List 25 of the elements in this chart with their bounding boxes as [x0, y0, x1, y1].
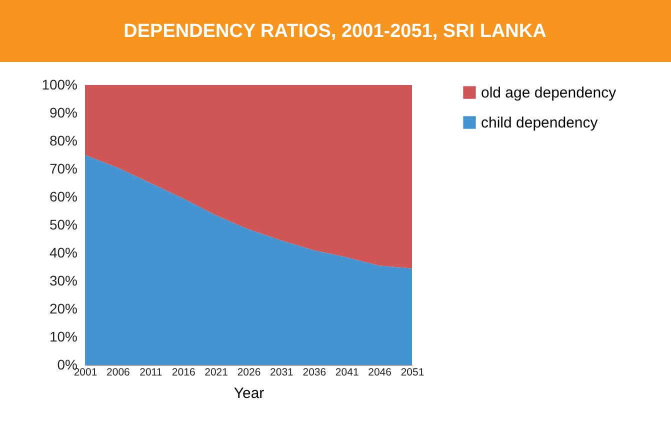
x-tick-label: 2011 [140, 366, 162, 378]
x-tick-label: 2016 [172, 366, 196, 378]
x-tick-label: 2006 [106, 366, 130, 378]
y-tick-label: 90% [49, 104, 78, 120]
y-tick-label: 0% [57, 356, 78, 372]
x-tick-label: 2026 [237, 366, 261, 378]
x-tick-label: 2051 [400, 366, 424, 378]
x-tick-label: 2046 [368, 366, 392, 378]
x-tick-label: 2031 [270, 366, 294, 378]
y-tick-label: 100% [42, 76, 78, 92]
y-tick-label: 50% [49, 216, 78, 232]
y-tick-label: 80% [49, 132, 78, 148]
x-axis-title: Year [234, 385, 264, 402]
y-tick-label: 30% [49, 272, 78, 288]
y-tick-label: 10% [49, 328, 78, 344]
x-tick-label: 2041 [335, 366, 359, 378]
x-tick-label: 2036 [302, 366, 326, 378]
y-tick-label: 20% [49, 300, 78, 316]
y-tick-label: 70% [49, 160, 78, 176]
y-tick-label: 40% [49, 244, 78, 260]
legend-label: old age dependency [481, 84, 617, 102]
chart-title: DEPENDENCY RATIOS, 2001-2051, SRI LANKA [124, 21, 547, 42]
y-tick-label: 60% [49, 188, 78, 204]
legend-label: child dependency [481, 114, 598, 132]
x-tick-label: 2021 [204, 366, 228, 378]
